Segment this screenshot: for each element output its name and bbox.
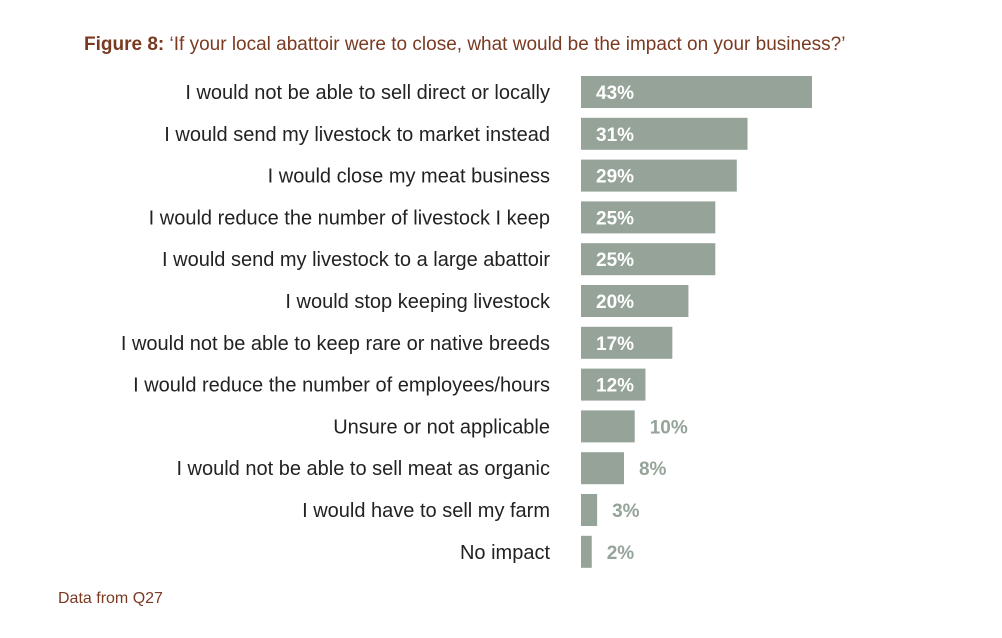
source-note: Data from Q27 (58, 590, 163, 607)
bar-chart: I would not be able to sell direct or lo… (121, 76, 812, 568)
figure-label: Figure 8: (84, 34, 165, 55)
category-label: No impact (460, 542, 550, 564)
chart-title: Figure 8: ‘If your local abattoir were t… (84, 34, 845, 56)
value-label: 17% (596, 334, 634, 355)
category-label: I would close my meat business (268, 166, 550, 188)
bar (581, 494, 598, 526)
value-label: 25% (596, 208, 634, 229)
category-label: Unsure or not applicable (333, 416, 550, 438)
category-label: I would not be able to sell direct or lo… (185, 82, 550, 104)
category-label: I would stop keeping livestock (285, 291, 551, 313)
bar (581, 535, 592, 568)
category-label: I would send my livestock to market inst… (164, 124, 550, 146)
bar (581, 285, 689, 317)
value-label: 8% (639, 459, 667, 480)
bar (581, 76, 812, 108)
bar (581, 117, 748, 150)
value-label: 3% (612, 501, 640, 522)
value-label: 31% (596, 125, 634, 146)
category-label: I would send my livestock to a large aba… (162, 249, 550, 271)
value-label: 2% (607, 543, 635, 564)
value-label: 25% (596, 250, 634, 271)
category-label: I would have to sell my farm (302, 500, 550, 522)
figure-question: ‘If your local abattoir were to close, w… (169, 34, 846, 55)
category-label: I would not be able to sell meat as orga… (176, 458, 550, 480)
bar (581, 159, 737, 192)
value-label: 29% (596, 167, 634, 188)
value-label: 12% (596, 376, 634, 397)
bar (581, 410, 635, 443)
bar (581, 452, 624, 485)
value-label: 10% (650, 417, 688, 438)
category-label: I would reduce the number of livestock I… (149, 207, 550, 229)
category-label: I would reduce the number of employees/h… (133, 375, 550, 397)
category-label: I would not be able to keep rare or nati… (121, 333, 550, 355)
bar (581, 201, 716, 234)
bar (581, 326, 673, 359)
value-label: 20% (596, 292, 634, 313)
bar (581, 368, 646, 401)
bar (581, 243, 716, 276)
value-label: 43% (596, 83, 634, 104)
